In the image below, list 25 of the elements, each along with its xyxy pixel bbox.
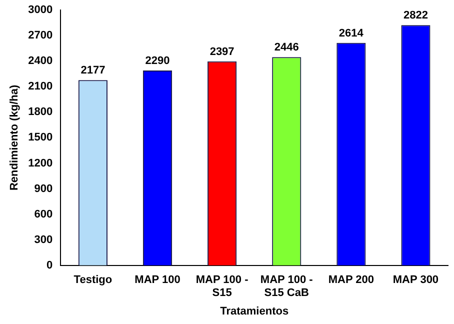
y-tick-label: 3000	[28, 4, 53, 16]
y-tick-label: 600	[34, 208, 53, 220]
y-axis-title: Rendimiento (kg/ha)	[8, 84, 21, 191]
y-tick-label: 1800	[28, 106, 53, 118]
y-tick-label: 2700	[28, 30, 53, 42]
data-label: 2397	[210, 46, 234, 58]
y-tick-label: 2400	[28, 55, 53, 68]
y-tick-label: 1200	[28, 157, 53, 170]
data-label: 2614	[338, 27, 364, 40]
x-tick-label: MAP 100	[134, 274, 180, 286]
x-tick-label: MAP 300	[392, 274, 439, 286]
y-tick-label: 2100	[28, 80, 53, 93]
x-tick-label: MAP 100 - S15	[196, 274, 249, 300]
data-label: 2177	[80, 64, 106, 77]
x-tick-label: Testigo	[74, 274, 112, 286]
x-axis-title: Tratamientos	[220, 305, 289, 318]
data-label: 2290	[145, 54, 170, 67]
y-tick-label: 0	[46, 259, 53, 272]
y-tick-label: 1500	[28, 132, 53, 144]
data-label: 2446	[274, 42, 299, 54]
data-label: 2822	[403, 10, 428, 22]
y-tick-label: 300	[34, 234, 53, 246]
x-tick-label: MAP 200	[328, 274, 374, 286]
y-tick-label: 900	[34, 182, 53, 195]
x-tick-label: MAP 100 - S15 CaB	[260, 274, 314, 300]
